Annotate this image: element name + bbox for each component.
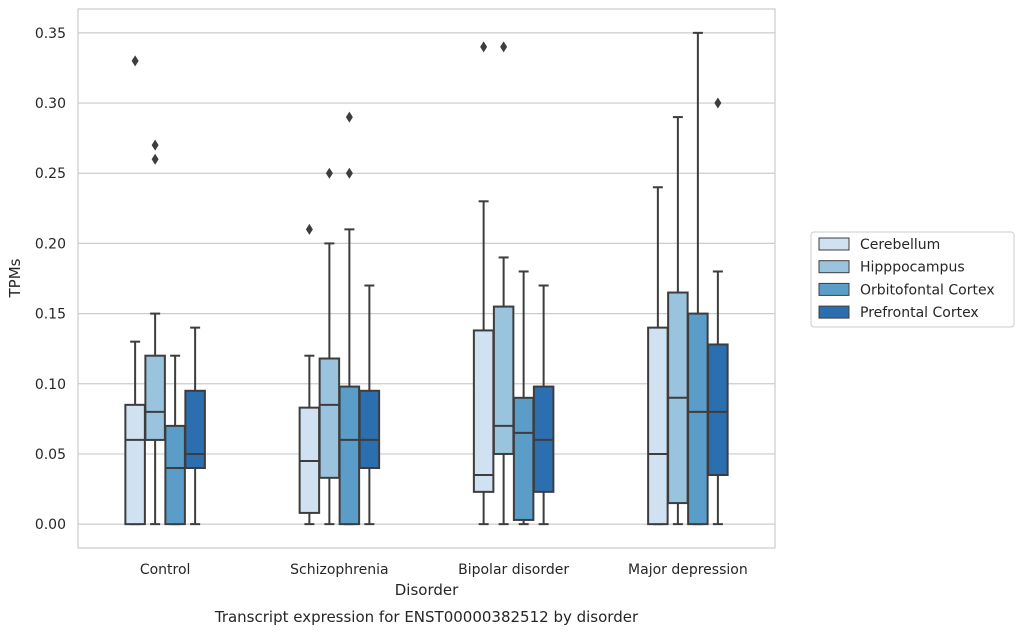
outlier-point — [151, 153, 159, 165]
box — [707, 343, 729, 477]
box-group — [298, 111, 381, 526]
box — [124, 403, 146, 526]
outlier-point — [151, 139, 159, 151]
y-tick-label: 0.10 — [35, 377, 66, 393]
legend-label: Cerebellum — [860, 237, 940, 253]
y-axis-label: TPMs — [6, 258, 24, 298]
x-axis-label: Disorder — [395, 581, 459, 599]
x-tick-label: Bipolar disorder — [458, 562, 569, 578]
box-group — [647, 31, 729, 526]
outlier-point — [345, 111, 353, 123]
box-group — [124, 55, 206, 526]
outlier-point — [714, 97, 722, 109]
y-tick-label: 0.20 — [35, 236, 66, 252]
box — [472, 329, 495, 493]
legend-swatch — [818, 260, 850, 274]
x-tick-label: Schizophrenia — [290, 562, 388, 578]
x-tick-label: Control — [140, 562, 191, 578]
legend-swatch — [818, 282, 850, 296]
legend-label: Orbitofontal Cortex — [860, 282, 995, 298]
box — [687, 312, 709, 526]
legend-label: Prefrontal Cortex — [860, 305, 979, 321]
box — [338, 385, 361, 526]
legend-frame — [810, 231, 1015, 328]
outlier-point — [131, 55, 139, 67]
y-tick-label: 0.05 — [35, 447, 66, 463]
legend-label: Hipppocampus — [860, 260, 965, 276]
y-tick-labels: 0.00 0.05 0.10 0.15 0.20 0.25 0.30 0.35 — [35, 26, 66, 533]
box-groups — [124, 31, 729, 526]
box-group — [472, 41, 555, 526]
box — [358, 389, 381, 469]
box — [144, 354, 166, 441]
box — [184, 389, 206, 469]
legend: Cerebellum Hipppocampus Orbitofontal Corte… — [810, 231, 1015, 328]
y-tick-label: 0.00 — [35, 517, 66, 533]
outlier-point — [325, 167, 333, 179]
legend-swatch — [818, 305, 850, 319]
box — [512, 396, 535, 521]
outlier-point — [480, 41, 488, 53]
y-tick-label: 0.35 — [35, 26, 66, 42]
box — [164, 424, 186, 526]
box — [492, 305, 515, 455]
y-tick-label: 0.30 — [35, 96, 66, 112]
box — [647, 326, 669, 526]
outlier-point — [345, 167, 353, 179]
x-tick-labels: Control Schizophrenia Bipolar disorder Majo… — [140, 562, 748, 578]
outlier-point — [305, 223, 313, 235]
y-tick-label: 0.25 — [35, 166, 66, 182]
outlier-point — [500, 41, 508, 53]
chart-caption: Transcript expression for ENST0000038251… — [214, 608, 639, 626]
legend-swatch — [818, 237, 850, 251]
x-tick-label: Major depression — [628, 562, 748, 578]
box — [318, 357, 341, 479]
plot-frame — [77, 8, 776, 549]
y-tick-label: 0.15 — [35, 307, 66, 323]
